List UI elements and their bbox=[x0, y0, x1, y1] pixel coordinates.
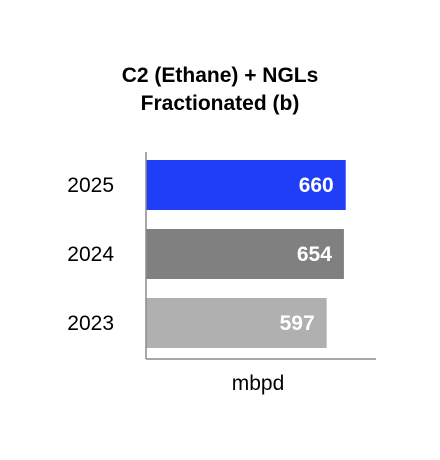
bar-2023 bbox=[146, 298, 327, 348]
category-label-2025: 2025 bbox=[67, 174, 114, 197]
chart-title-line-2: Fractionated (b) bbox=[141, 92, 300, 115]
data-label-2023: 597 bbox=[280, 312, 315, 335]
data-label-2024: 654 bbox=[297, 243, 332, 266]
category-ticks-group: 2025 2024 2023 bbox=[67, 174, 114, 335]
data-label-2025: 660 bbox=[299, 174, 334, 197]
category-label-2024: 2024 bbox=[67, 243, 114, 266]
bars-group bbox=[146, 160, 346, 348]
bar-2025 bbox=[146, 160, 346, 210]
category-label-2023: 2023 bbox=[67, 312, 114, 335]
data-labels-group: 660 654 597 bbox=[280, 174, 334, 335]
bar-2024 bbox=[146, 229, 344, 279]
x-axis-label: mbpd bbox=[232, 372, 285, 395]
chart-title-line-1: C2 (Ethane) + NGLs bbox=[122, 64, 319, 87]
